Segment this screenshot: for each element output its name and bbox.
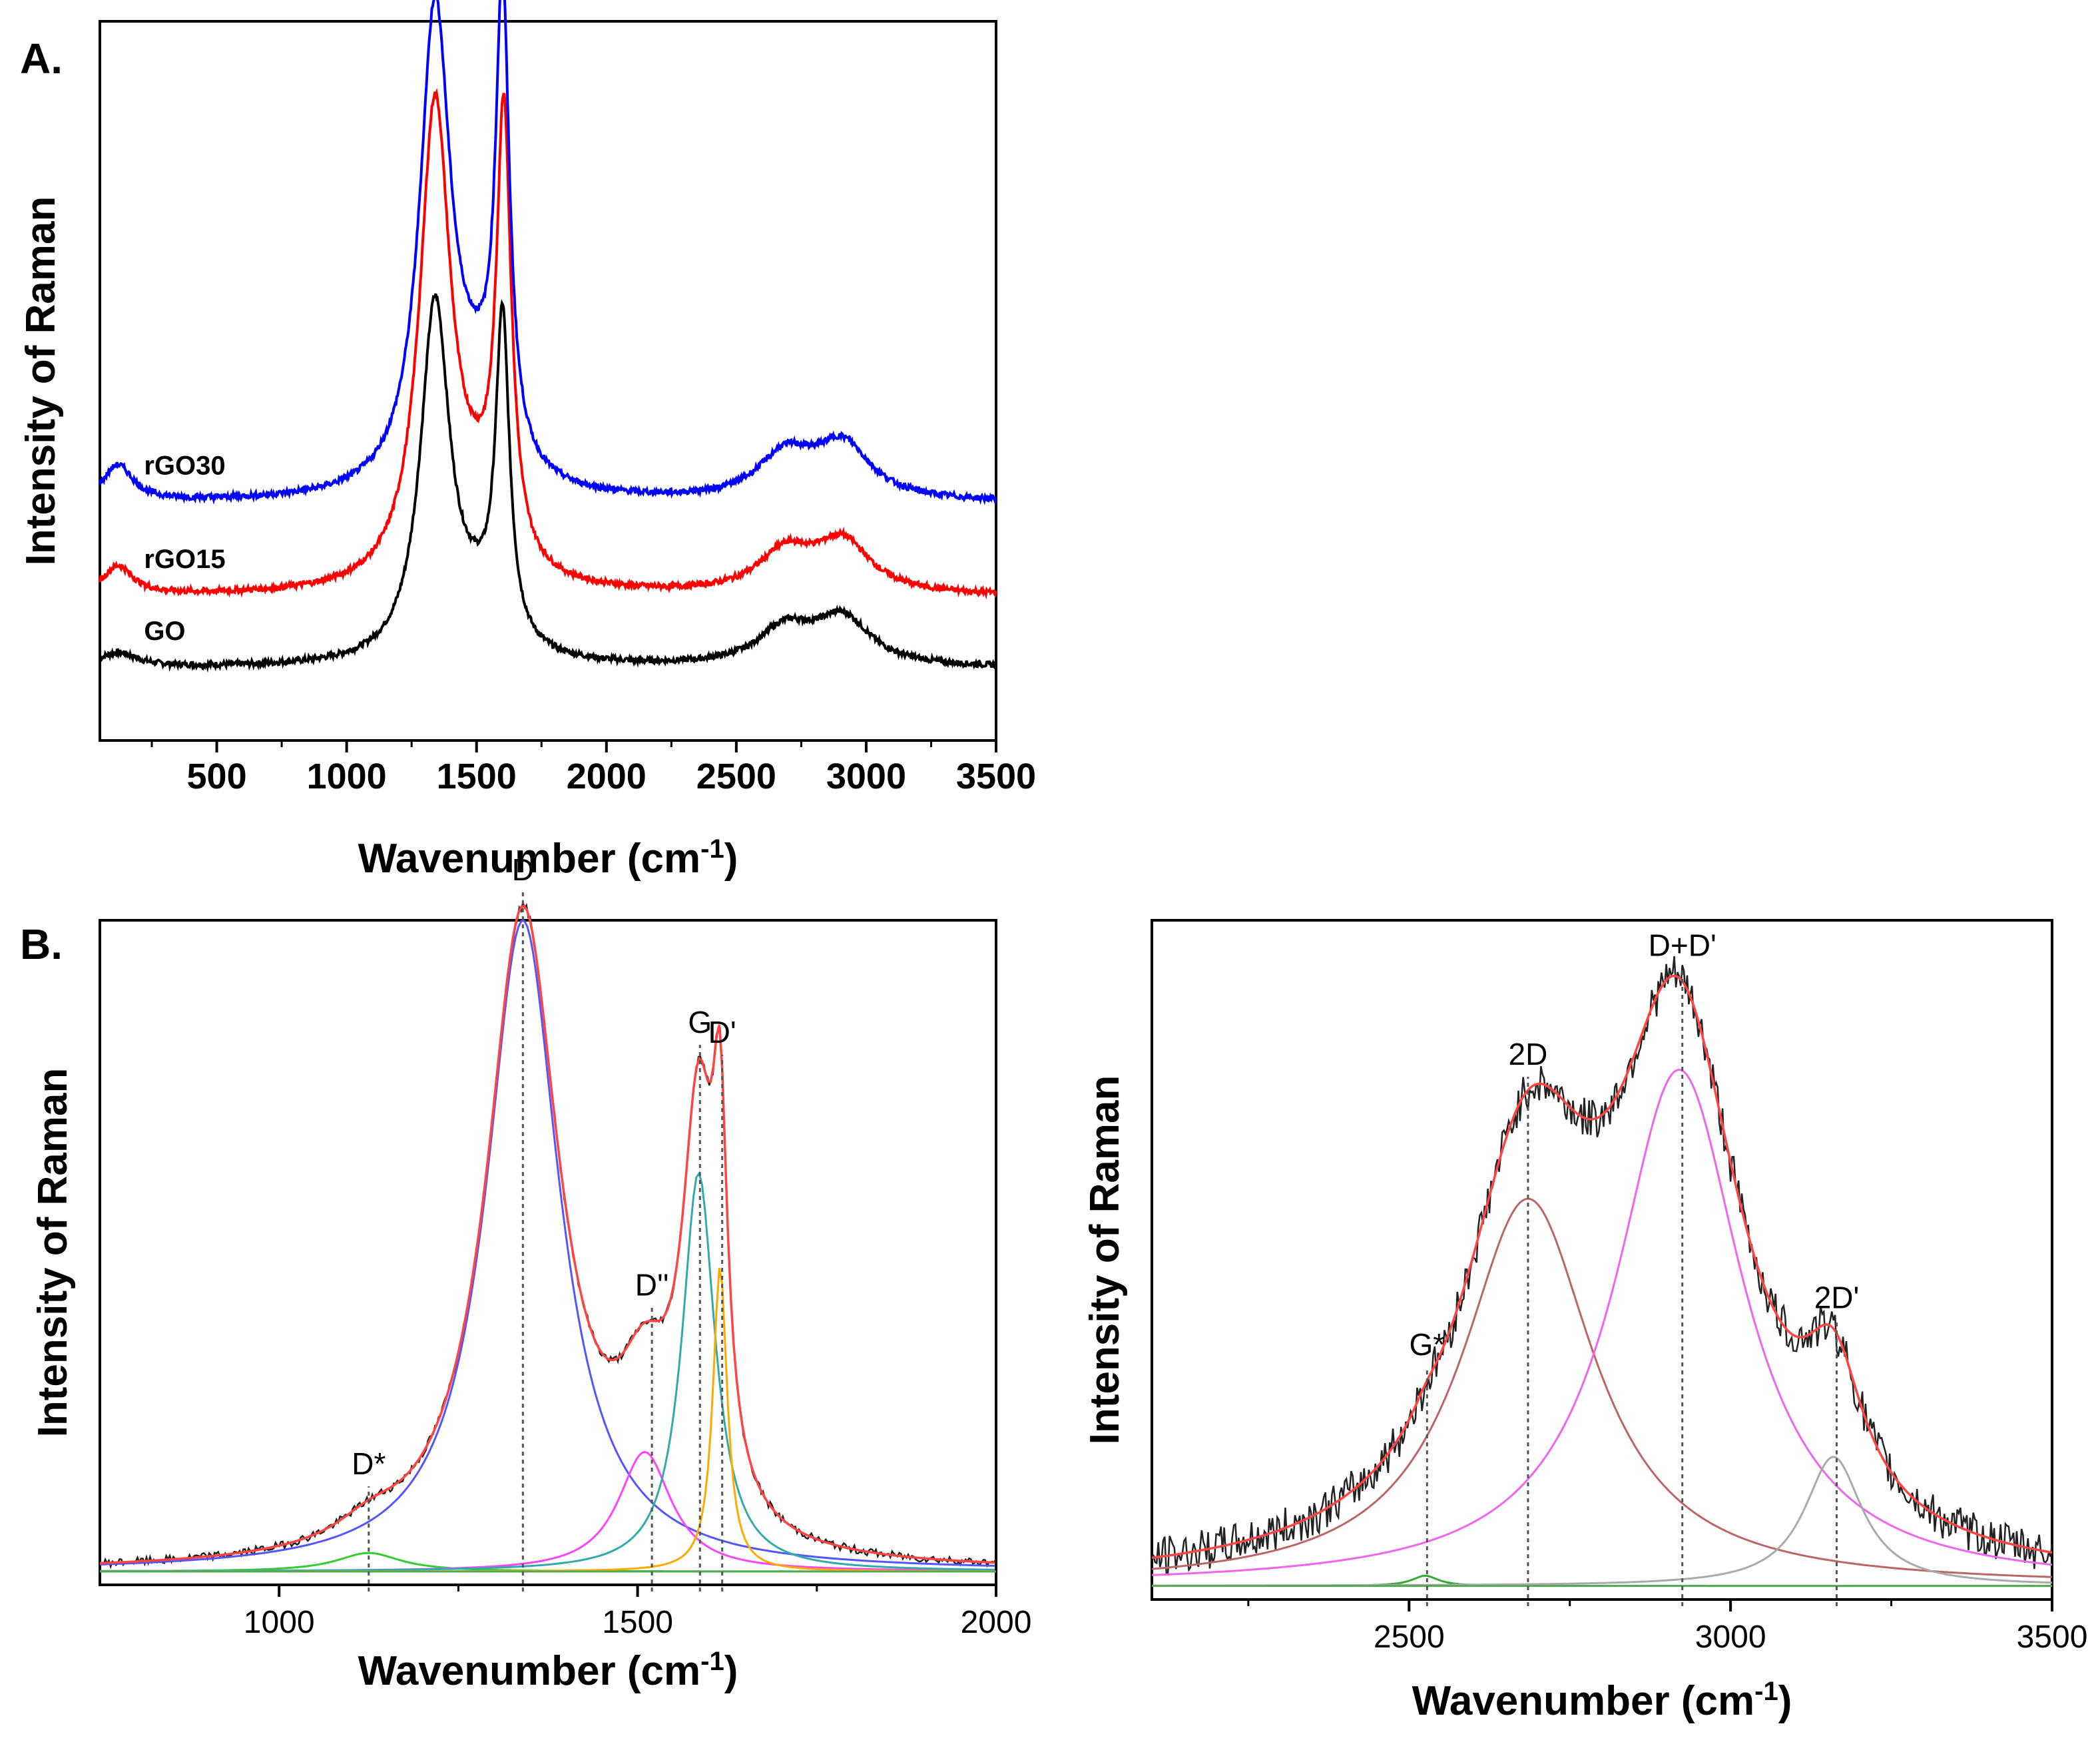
x-tick-label: 3500 (956, 756, 1036, 796)
panel-a-label: A. (20, 35, 63, 83)
x-axis-title: Wavenumber (cm-1) (1412, 1677, 1792, 1724)
peak-label: D+D' (1649, 928, 1716, 963)
x-tick-label: 1500 (602, 1605, 673, 1640)
x-tick-label: 2000 (961, 1605, 1032, 1640)
x-tick-label: 2500 (1374, 1619, 1445, 1655)
x-tick-label: 2000 (567, 756, 647, 796)
y-axis-title: Intensity of Raman (18, 196, 64, 566)
peak-label: 2D' (1814, 1280, 1860, 1314)
peak-label: D* (352, 1446, 386, 1481)
series-line-rgo30 (99, 0, 997, 507)
chart-panel-a: 500 1000 1500 2000 2500 3000 3500 GO rGO15 rGO30 W… (18, 0, 1036, 882)
x-tick-label: 500 (187, 756, 247, 796)
x-tick-label: 3000 (1695, 1619, 1766, 1655)
x-tick-label: 3000 (826, 756, 906, 796)
peak-label: G (688, 1005, 712, 1039)
fit-component (99, 920, 995, 1567)
cumulative-fit (1151, 974, 2053, 1560)
series-line-go (99, 293, 997, 673)
peak-label: D (512, 852, 534, 887)
y-axis-title: Intensity of Raman (1082, 1075, 1128, 1445)
x-axis-title: Wavenumber (cm-1) (358, 1647, 738, 1694)
series-label-go: GO (144, 617, 185, 646)
series-label-rgo15: rGO15 (144, 545, 225, 574)
series-line-rgo15 (99, 87, 997, 600)
x-tick-label: 3500 (2017, 1619, 2088, 1655)
plot-frame (1151, 919, 2053, 1601)
plot-frame (99, 919, 997, 1586)
chart-panel-b-right: 2500 3000 3500 G* 2D D+D' 2D' Wavenumber (cm-1)… (1082, 919, 2088, 1724)
x-tick-label: 2500 (696, 756, 776, 796)
fit-component (1151, 1197, 2053, 1578)
measured-spectrum (99, 899, 997, 1570)
x-tick-label: 1000 (244, 1605, 315, 1640)
panel-b-label: B. (20, 920, 63, 968)
series-label-rgo30: rGO30 (144, 451, 225, 480)
chart-panel-b-left: 1000 1500 2000 D* D D'' GD' Wavenumber (cm-1) In… (30, 852, 1031, 1694)
y-axis-title: Intensity of Raman (30, 1068, 76, 1438)
x-axis-title: Wavenumber (cm-1) (358, 834, 738, 882)
x-tick-label: 1500 (437, 756, 517, 796)
peak-label: D' (708, 1015, 736, 1049)
peak-label: G* (1409, 1327, 1445, 1362)
measured-spectrum (1151, 956, 2053, 1576)
x-tick-label: 1000 (307, 756, 387, 796)
fit-component (1151, 1068, 2053, 1576)
cumulative-fit (99, 904, 995, 1565)
fit-component (100, 1267, 995, 1573)
plot-frame (99, 20, 997, 742)
fit-component (100, 1171, 995, 1572)
peak-label: D'' (635, 1268, 669, 1303)
peak-label: 2D (1509, 1037, 1548, 1071)
